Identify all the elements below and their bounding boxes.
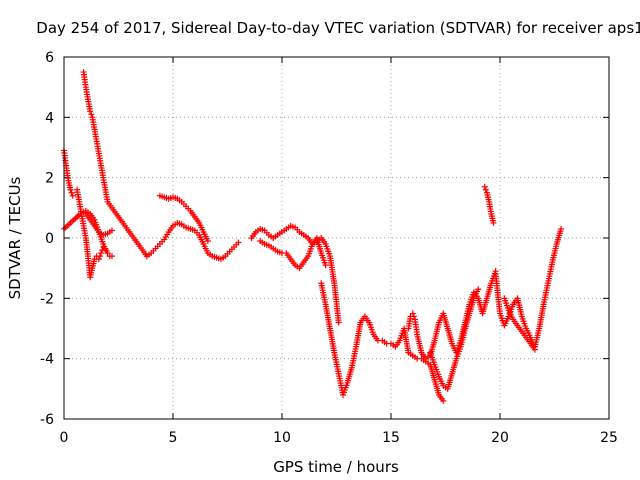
x-tick-label: 20: [491, 430, 509, 446]
y-axis-label: SDTVAR / TECUs: [6, 176, 24, 299]
data-point: [322, 262, 329, 269]
axis-ticks: 0 5 10 15 20 25 -6 -4 -2 0 2 4 6: [40, 50, 618, 446]
data-point: [98, 250, 105, 257]
data-point: [67, 186, 74, 193]
data-point: [531, 346, 538, 353]
x-tick-label: 15: [382, 430, 400, 446]
data-point: [88, 111, 95, 118]
data-point: [482, 186, 489, 193]
chart-title: Day 254 of 2017, Sidereal Day-to-day VTE…: [36, 19, 640, 37]
data-point: [87, 108, 94, 115]
plot-frame: [63, 56, 610, 420]
y-tick-label: -2: [40, 291, 54, 307]
data-point: [96, 253, 103, 260]
series-arc-K: [405, 268, 499, 362]
data-point: [104, 250, 111, 257]
series-arc-M: [481, 183, 497, 226]
data-point: [95, 256, 102, 263]
series-arc-G: [156, 192, 211, 245]
series-arc-E: [82, 207, 115, 260]
x-tick-label: 25: [600, 430, 618, 446]
data-point: [475, 286, 482, 293]
data-point: [410, 313, 417, 320]
series-arc-A: [61, 147, 76, 199]
y-tick-label: -4: [40, 352, 54, 368]
data-point: [440, 397, 447, 404]
data-point: [481, 183, 488, 190]
series-arc-H: [248, 222, 342, 326]
data-point: [108, 227, 115, 234]
series-arc-C: [74, 186, 111, 281]
series-arc-I: [257, 235, 329, 272]
series-arc-O: [501, 295, 538, 353]
y-tick-label: 0: [45, 231, 54, 247]
data-point: [235, 239, 242, 246]
x-tick-label: 10: [273, 430, 291, 446]
data-point: [490, 219, 497, 226]
data-point: [335, 319, 342, 326]
data-point: [68, 189, 75, 196]
data-points: [61, 69, 565, 404]
x-tick-label: 0: [60, 430, 69, 446]
data-point: [204, 238, 211, 245]
series-arc-F: [143, 219, 242, 263]
x-axis-label: GPS time / hours: [273, 458, 399, 476]
y-tick-label: 4: [45, 110, 54, 126]
data-point: [409, 310, 416, 317]
y-tick-label: -6: [40, 412, 54, 428]
series-arc-N: [492, 225, 565, 350]
data-point: [108, 253, 115, 260]
data-point: [558, 225, 565, 232]
data-point: [69, 192, 76, 199]
series-arc-J: [318, 280, 447, 404]
series-arc-L: [427, 286, 482, 392]
series-arc-D: [80, 69, 150, 260]
y-tick-label: 6: [45, 50, 54, 66]
x-tick-label: 5: [169, 430, 178, 446]
y-tick-label: 2: [45, 171, 54, 187]
